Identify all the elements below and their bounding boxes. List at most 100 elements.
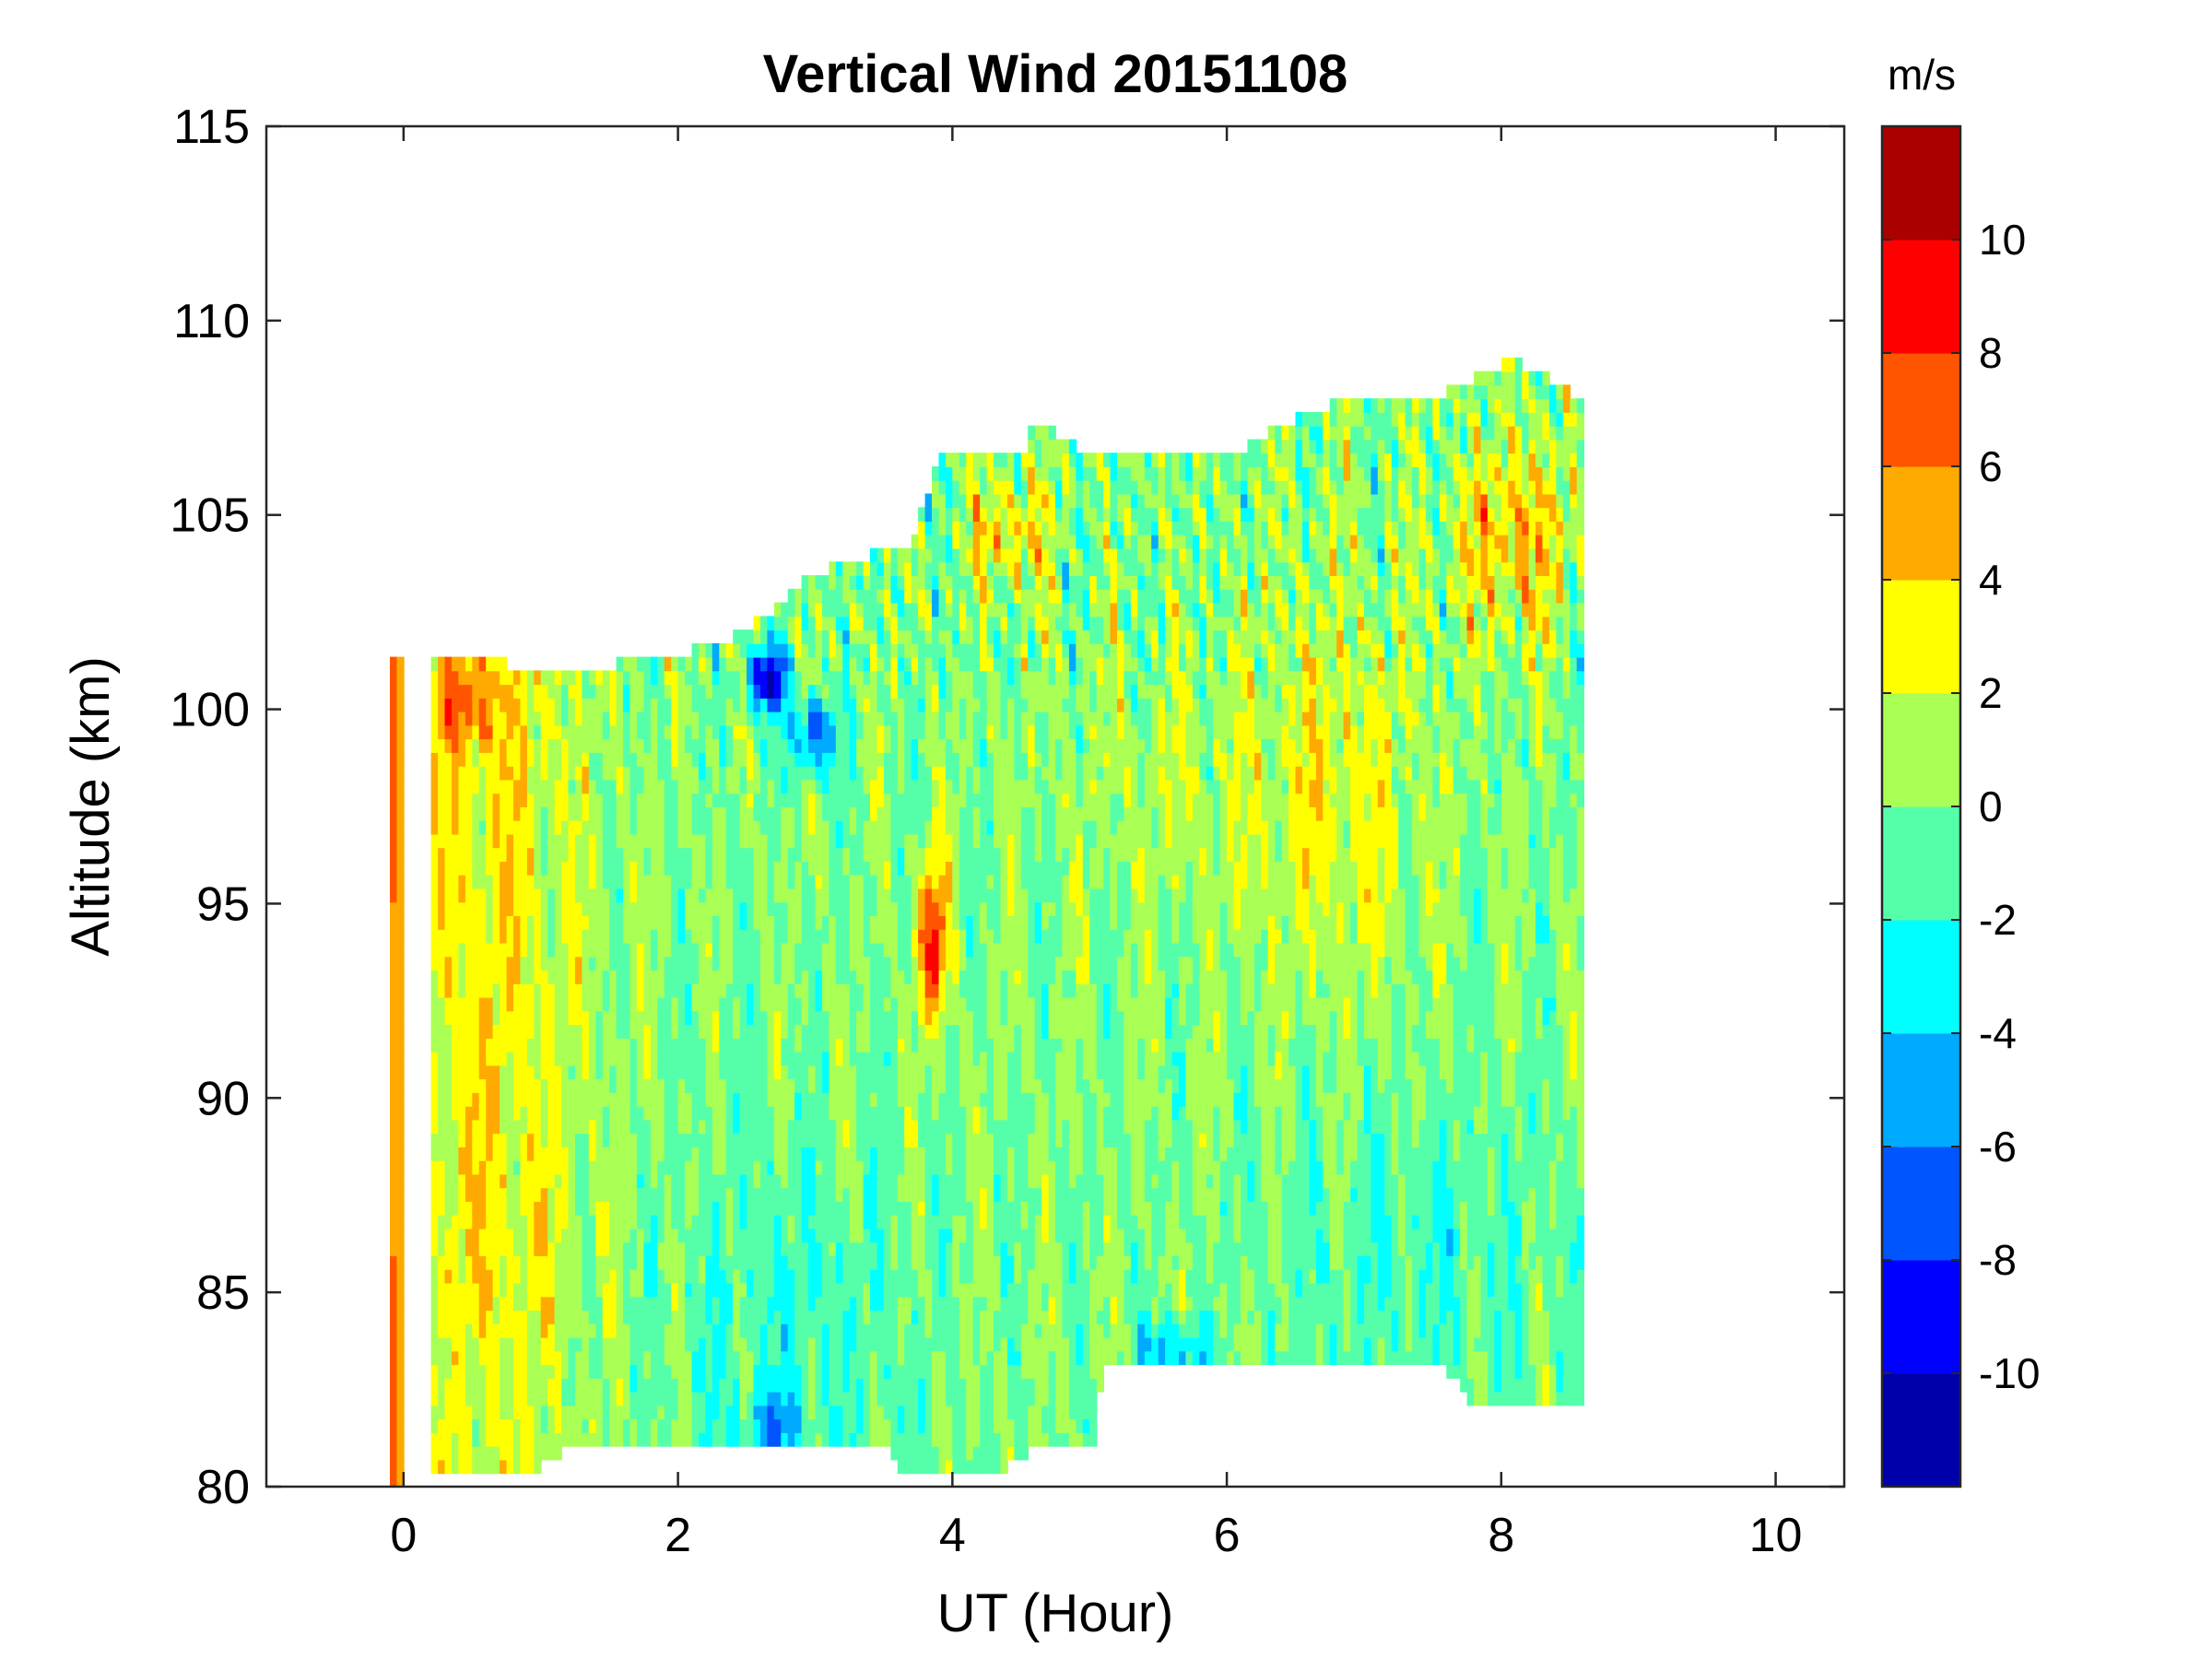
field-cell [897,1214,906,1230]
field-cell [918,1364,926,1379]
field-cell [513,1296,522,1312]
field-cell [547,806,556,821]
field-cell [526,982,535,998]
field-cell [671,1147,679,1161]
field-cell [609,779,618,794]
field-cell [534,847,542,862]
field-cell [458,982,466,998]
field-cell [952,561,960,576]
field-cell [767,1024,775,1039]
field-cell [897,547,906,563]
field-cell [698,1078,707,1093]
field-cell [719,1024,727,1039]
field-cell [685,819,693,835]
field-cell [534,1377,542,1393]
field-cell [815,819,823,835]
field-cell [629,1147,638,1161]
field-cell [753,1024,761,1039]
field-cell [629,806,638,821]
field-cell [643,1173,652,1189]
field-cell [924,1296,933,1312]
field-cell [478,1310,487,1324]
field-cell [712,670,721,686]
field-cell [904,1268,912,1284]
field-cell [733,833,741,849]
field-cell [657,1159,665,1175]
field-cell [821,1228,830,1243]
field-cell [739,1214,747,1230]
field-cell [438,1010,446,1026]
field-cell [705,1268,713,1284]
field-cell [712,982,721,998]
field-cell [781,1282,789,1298]
field-cell [747,1147,755,1161]
field-cell [863,915,871,930]
field-cell [705,1364,713,1379]
field-cell [472,874,480,889]
field-cell [616,1296,624,1312]
field-cell [842,1119,851,1135]
field-cell [856,588,865,604]
field-cell [486,1336,494,1352]
field-cell [664,819,672,835]
field-cell [959,711,968,726]
field-cell [588,724,597,740]
field-cell [705,1432,713,1447]
field-cell [568,928,576,944]
field-cell [643,1092,652,1107]
field-cell [759,724,769,740]
field-cell [643,1214,652,1230]
field-cell [733,874,741,889]
field-cell [444,1010,453,1026]
field-cell [465,1173,474,1189]
field-cell [877,1147,885,1161]
field-cell [705,1255,713,1270]
field-cell [877,575,885,590]
field-cell [821,1024,830,1039]
field-cell [849,1405,857,1420]
field-cell [911,1336,919,1352]
field-cell [787,1268,795,1284]
field-cell [801,942,809,958]
field-cell [952,833,960,849]
field-cell [609,1268,618,1284]
field-cell [835,888,844,903]
field-cell [890,711,899,726]
field-cell [472,1391,480,1406]
field-cell [492,1051,500,1066]
field-cell [547,942,556,958]
field-cell [650,874,659,889]
field-cell [932,575,940,590]
field-cell [616,1092,624,1107]
field-cell [725,1133,734,1147]
field-cell [506,1214,514,1230]
field-cell [890,819,899,835]
field-cell [890,1310,899,1324]
field-cell [801,575,809,590]
field-cell [705,970,713,984]
field-cell [671,1133,679,1147]
field-cell [568,1296,576,1312]
field-cell [568,1391,576,1406]
field-cell [657,1133,665,1147]
field-cell [575,724,583,740]
field-cell [945,1296,954,1312]
field-cell [547,833,556,849]
field-cell [773,1405,782,1420]
field-cell [918,1214,926,1230]
field-cell [691,1241,700,1256]
field-cell [897,982,906,998]
field-cell [877,1078,885,1093]
field-cell [773,819,782,835]
field-cell [438,1445,446,1461]
field-cell [725,1051,734,1066]
field-cell [698,819,707,835]
field-cell [472,738,480,753]
field-cell [753,1418,761,1433]
field-cell [801,1336,809,1352]
field-cell [602,793,610,807]
field-cell [430,779,439,794]
field-cell [650,970,659,984]
field-cell [513,724,522,740]
field-cell [835,1255,844,1270]
